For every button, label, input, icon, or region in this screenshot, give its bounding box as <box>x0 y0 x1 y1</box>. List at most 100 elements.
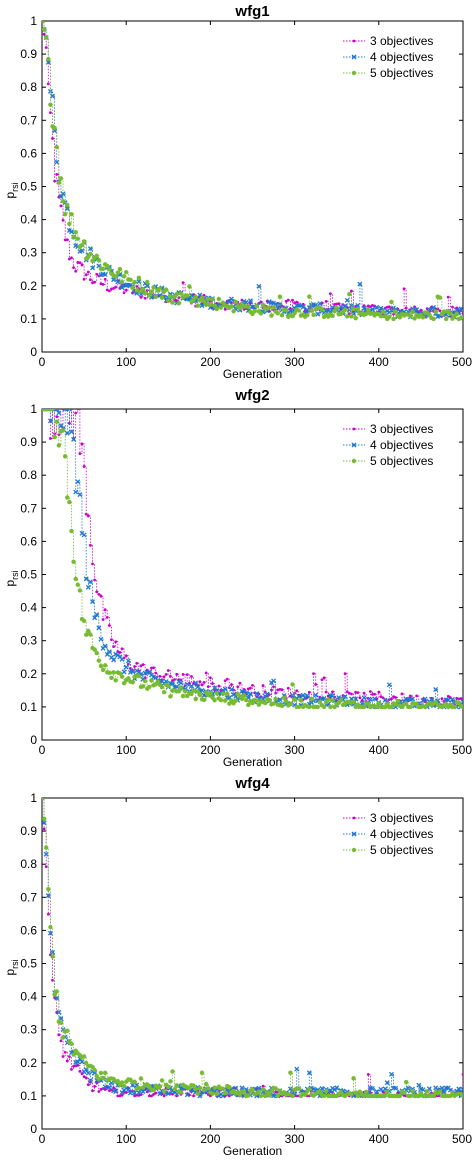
data-point <box>84 632 89 637</box>
data-point <box>161 1088 167 1094</box>
data-point <box>456 1086 462 1092</box>
y-tick-label: 0.1 <box>20 312 37 326</box>
data-point <box>86 628 91 634</box>
data-point <box>374 1089 380 1094</box>
data-point <box>52 434 57 440</box>
data-point <box>366 1073 370 1076</box>
data-point <box>116 1094 120 1098</box>
data-point <box>305 312 310 318</box>
data-point <box>117 266 123 272</box>
data-point <box>113 678 118 683</box>
data-point <box>81 618 87 624</box>
chart-panel-wfg2: wfg2 0 0.1 0.2 0.3 0.4 0.5 0.6 0.7 0.8 0.9 1 0 100 200… <box>3 387 472 769</box>
data-point <box>54 995 60 1001</box>
data-point <box>262 1093 268 1099</box>
data-point <box>87 579 93 585</box>
data-point <box>58 1020 64 1026</box>
data-point <box>291 298 294 302</box>
data-point <box>95 590 99 594</box>
data-point <box>202 293 206 297</box>
data-point <box>98 636 104 642</box>
data-point <box>403 701 409 706</box>
data-point <box>118 1094 122 1098</box>
series-2 <box>42 21 463 320</box>
data-point <box>371 693 374 696</box>
data-point <box>443 316 449 322</box>
y-axis-label: prsi <box>3 570 20 586</box>
data-point <box>90 1064 95 1070</box>
data-point <box>91 281 94 285</box>
data-point <box>345 690 349 694</box>
data-point <box>94 612 100 618</box>
data-point <box>425 1089 430 1094</box>
data-point <box>80 263 84 267</box>
data-point <box>121 274 127 279</box>
y-tick-label: 0.1 <box>20 1089 37 1103</box>
data-point <box>292 697 297 702</box>
data-point <box>69 211 74 217</box>
data-point <box>69 1041 74 1046</box>
data-point <box>351 306 356 312</box>
data-point <box>208 691 213 696</box>
data-point <box>105 616 109 619</box>
data-point <box>128 277 133 283</box>
data-point <box>54 144 59 150</box>
data-point <box>191 297 196 303</box>
data-point <box>236 685 240 689</box>
data-point <box>159 295 165 300</box>
data-point <box>89 278 92 282</box>
data-point <box>83 576 89 582</box>
data-point <box>222 1090 228 1096</box>
legend-label: 5 objectives <box>370 66 433 80</box>
data-point <box>100 1075 106 1081</box>
data-point <box>155 679 160 684</box>
data-point <box>230 683 233 686</box>
data-point <box>397 1093 403 1099</box>
data-point <box>62 211 68 217</box>
y-tick-label: 0.5 <box>20 957 37 971</box>
data-point <box>84 512 88 516</box>
data-point <box>355 307 360 312</box>
data-point <box>304 693 310 699</box>
data-point <box>279 703 285 709</box>
data-point <box>174 291 179 297</box>
data-point <box>387 314 392 320</box>
data-point <box>272 685 275 689</box>
data-point <box>58 176 64 181</box>
data-point <box>237 306 243 311</box>
data-point <box>309 308 314 313</box>
data-point <box>121 1083 127 1089</box>
data-point <box>78 261 82 265</box>
y-tick-label: 0.3 <box>20 1023 37 1037</box>
data-point <box>88 251 93 257</box>
data-point <box>60 428 66 433</box>
data-point <box>358 696 362 700</box>
data-point <box>460 307 463 313</box>
data-point <box>363 1089 369 1095</box>
data-point <box>247 298 253 304</box>
data-point <box>49 437 52 440</box>
data-point <box>42 798 45 801</box>
data-point <box>132 1079 137 1084</box>
data-point <box>130 285 135 291</box>
x-tick-label: 400 <box>369 743 389 757</box>
data-point <box>290 1093 295 1099</box>
data-point <box>103 277 107 281</box>
data-point <box>437 1089 443 1094</box>
data-point <box>73 489 79 495</box>
data-point <box>267 697 272 703</box>
data-point <box>168 294 173 299</box>
data-point <box>225 677 229 681</box>
data-point <box>45 59 51 65</box>
chart-title: wfg2 <box>234 387 269 404</box>
data-point <box>328 704 333 710</box>
data-point <box>206 685 210 689</box>
legend-marker <box>352 427 356 431</box>
x-tick-label: 300 <box>285 743 305 757</box>
data-point <box>71 235 76 240</box>
data-point <box>180 693 186 699</box>
data-point <box>103 608 107 612</box>
data-point <box>136 279 142 285</box>
data-point <box>92 1067 97 1073</box>
chart-title: wfg1 <box>234 3 269 20</box>
